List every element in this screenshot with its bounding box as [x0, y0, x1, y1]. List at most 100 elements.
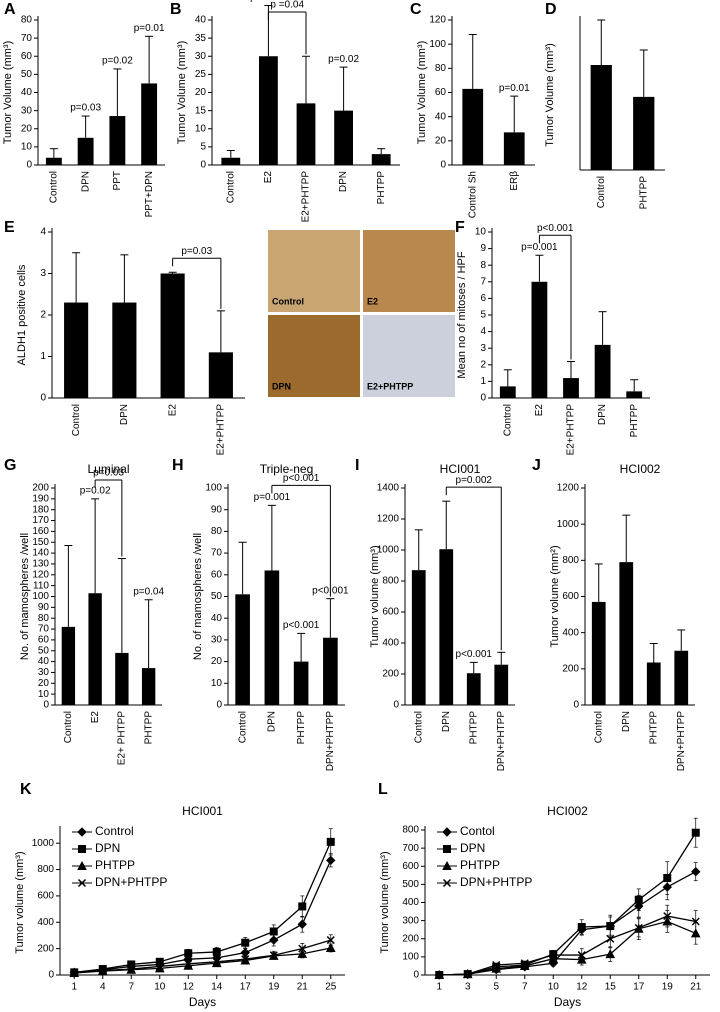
x-tick-label: 5 — [493, 982, 499, 993]
legend-label: DPN+PHTPP — [95, 875, 167, 889]
x-tick-label: DPN — [441, 711, 452, 732]
micrograph-label: E2 — [367, 296, 378, 306]
x-tick-label: 19 — [268, 982, 280, 993]
marker — [326, 936, 335, 945]
series-line — [74, 841, 332, 974]
marker — [577, 922, 586, 931]
y-tick-label: 20 — [211, 656, 223, 667]
bar — [109, 116, 126, 165]
x-tick-label: 7 — [128, 982, 134, 993]
x-tick-label: PPT+DPN — [144, 171, 155, 217]
y-tick-label: 40 — [21, 87, 33, 98]
micrograph — [363, 230, 455, 312]
marker — [492, 961, 501, 970]
y-tick-label: 30 — [38, 667, 50, 678]
x-tick-label: PHTPP — [376, 171, 387, 205]
x-tick-label: Control Sh — [467, 171, 478, 218]
bar — [590, 65, 612, 170]
bar — [208, 352, 233, 398]
x-tick-label: Control — [413, 711, 424, 743]
x-tick-label: DPN+PHTPP — [676, 711, 687, 772]
y-tick-label: 180 — [32, 504, 49, 515]
p-value: p<0.001 — [537, 223, 574, 234]
x-tick-label: PHTPP — [468, 711, 479, 745]
y-axis-label: Tumor volume (mm³) — [14, 851, 26, 953]
legend-label: PHTPP — [460, 858, 500, 872]
marker — [463, 970, 472, 979]
panel-letter: C — [410, 1, 422, 18]
marker — [212, 957, 221, 966]
x-tick-label: 3 — [465, 982, 471, 993]
y-tick-label: 600 — [382, 607, 399, 618]
x-tick-label: PHTPP — [143, 711, 154, 745]
x-tick-label: E2 — [167, 404, 178, 417]
x-tick-label: 21 — [297, 982, 309, 993]
x-tick-label: E2 — [534, 404, 545, 417]
micrograph-label: Control — [272, 296, 304, 306]
marker — [605, 949, 616, 959]
y-tick-label: 0 — [573, 700, 579, 711]
x-tick-label: 21 — [690, 982, 702, 993]
marker — [127, 965, 136, 974]
y-tick-label: 800 — [402, 825, 419, 836]
legend-label: Control — [95, 824, 134, 838]
y-tick-label: 90 — [211, 504, 223, 515]
y-tick-label: 2 — [40, 310, 46, 321]
y-axis-label: Tumor volume (mm³) — [379, 851, 391, 953]
y-tick-label: 40 — [435, 111, 447, 122]
y-tick-label: 50 — [21, 69, 33, 80]
marker — [443, 845, 451, 853]
panel-letter: F — [455, 219, 465, 236]
p-value: p=0.02 — [80, 485, 111, 496]
bar — [499, 386, 516, 398]
y-tick-label: 20 — [38, 678, 50, 689]
bar — [371, 154, 391, 165]
bar — [619, 562, 634, 705]
y-tick-label: 40 — [211, 613, 223, 624]
y-tick-label: 70 — [21, 33, 33, 44]
y-tick-label: 6 — [480, 293, 486, 304]
y-axis-label: Mean no of mitoses / HPF — [456, 251, 468, 378]
y-tick-label: 400 — [562, 627, 579, 638]
bar — [235, 594, 250, 705]
bar — [466, 673, 481, 705]
chart-title: Triple-neg — [260, 462, 314, 476]
marker — [78, 845, 86, 853]
bar — [45, 157, 62, 165]
y-tick-label: 160 — [32, 526, 49, 537]
y-axis-label: Tumor volume (mm²) — [549, 545, 561, 647]
marker — [298, 902, 307, 911]
y-tick-label: 110 — [33, 580, 49, 591]
p-value: p=0.04 — [133, 586, 164, 597]
x-tick-label: DPN — [267, 711, 278, 732]
bar — [334, 110, 353, 165]
y-tick-label: 3 — [480, 343, 486, 354]
y-tick-label: 3 — [40, 268, 46, 279]
marker — [326, 855, 336, 866]
panel-letter: D — [545, 1, 557, 18]
x-tick-label: Control — [63, 711, 74, 743]
bar — [221, 157, 241, 165]
y-tick-label: 1200 — [557, 483, 580, 494]
x-tick-label: 10 — [548, 982, 560, 993]
p-value: p =0.04 — [270, 0, 304, 11]
y-tick-label: 1200 — [377, 514, 400, 525]
panel-letter: J — [532, 457, 541, 474]
bar — [323, 637, 338, 705]
chart-title: Luminal — [87, 462, 129, 476]
y-tick-label: 30 — [195, 51, 207, 62]
x-tick-label: DPN — [80, 171, 91, 192]
y-tick-label: 130 — [32, 559, 49, 570]
x-tick-label: DPN — [338, 171, 349, 192]
y-tick-label: 100 — [32, 591, 49, 602]
marker — [326, 837, 335, 846]
panel-letter: L — [378, 781, 388, 798]
y-tick-label: 800 — [382, 576, 399, 587]
y-tick-label: 60 — [435, 87, 447, 98]
bar — [462, 88, 484, 165]
y-tick-label: 9 — [480, 243, 486, 254]
y-tick-label: 300 — [402, 915, 419, 926]
y-axis-label: Tumor Volume (mm³) — [2, 41, 14, 145]
x-tick-label: 14 — [211, 982, 223, 993]
